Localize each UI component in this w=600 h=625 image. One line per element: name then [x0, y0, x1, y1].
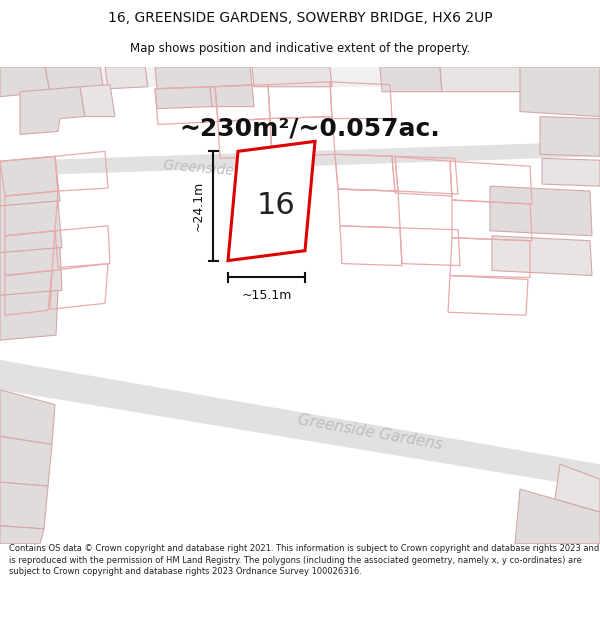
Polygon shape — [490, 186, 592, 236]
Polygon shape — [252, 67, 332, 87]
Polygon shape — [0, 436, 52, 486]
Text: ~230m²/~0.057ac.: ~230m²/~0.057ac. — [179, 116, 440, 141]
Polygon shape — [540, 116, 600, 156]
Polygon shape — [80, 85, 115, 116]
Polygon shape — [0, 156, 60, 206]
Polygon shape — [45, 67, 105, 97]
Polygon shape — [155, 67, 252, 89]
Polygon shape — [0, 141, 600, 176]
Text: Contains OS data © Crown copyright and database right 2021. This information is : Contains OS data © Crown copyright and d… — [9, 544, 599, 576]
Text: 16: 16 — [257, 191, 295, 221]
Polygon shape — [0, 482, 48, 529]
Polygon shape — [0, 390, 55, 444]
Text: 16, GREENSIDE GARDENS, SOWERBY BRIDGE, HX6 2UP: 16, GREENSIDE GARDENS, SOWERBY BRIDGE, H… — [107, 11, 493, 25]
Polygon shape — [210, 85, 254, 107]
Polygon shape — [0, 360, 600, 489]
Polygon shape — [228, 141, 315, 261]
Polygon shape — [520, 67, 600, 116]
Polygon shape — [0, 67, 50, 97]
Polygon shape — [20, 87, 85, 134]
Polygon shape — [0, 201, 62, 252]
Polygon shape — [440, 67, 522, 92]
Polygon shape — [0, 526, 44, 544]
Polygon shape — [105, 67, 148, 89]
Polygon shape — [515, 489, 600, 544]
Polygon shape — [492, 236, 592, 276]
Text: Greenside Gardens: Greenside Gardens — [296, 412, 443, 452]
Polygon shape — [0, 248, 62, 296]
Text: ~24.1m: ~24.1m — [192, 181, 205, 231]
Polygon shape — [542, 158, 600, 186]
Text: ~15.1m: ~15.1m — [241, 289, 292, 302]
Polygon shape — [0, 67, 600, 87]
Polygon shape — [155, 87, 212, 109]
Polygon shape — [380, 67, 442, 92]
Text: Map shows position and indicative extent of the property.: Map shows position and indicative extent… — [130, 42, 470, 56]
Polygon shape — [0, 291, 58, 340]
Text: Greenside Gardens: Greenside Gardens — [163, 158, 297, 184]
Polygon shape — [555, 464, 600, 512]
